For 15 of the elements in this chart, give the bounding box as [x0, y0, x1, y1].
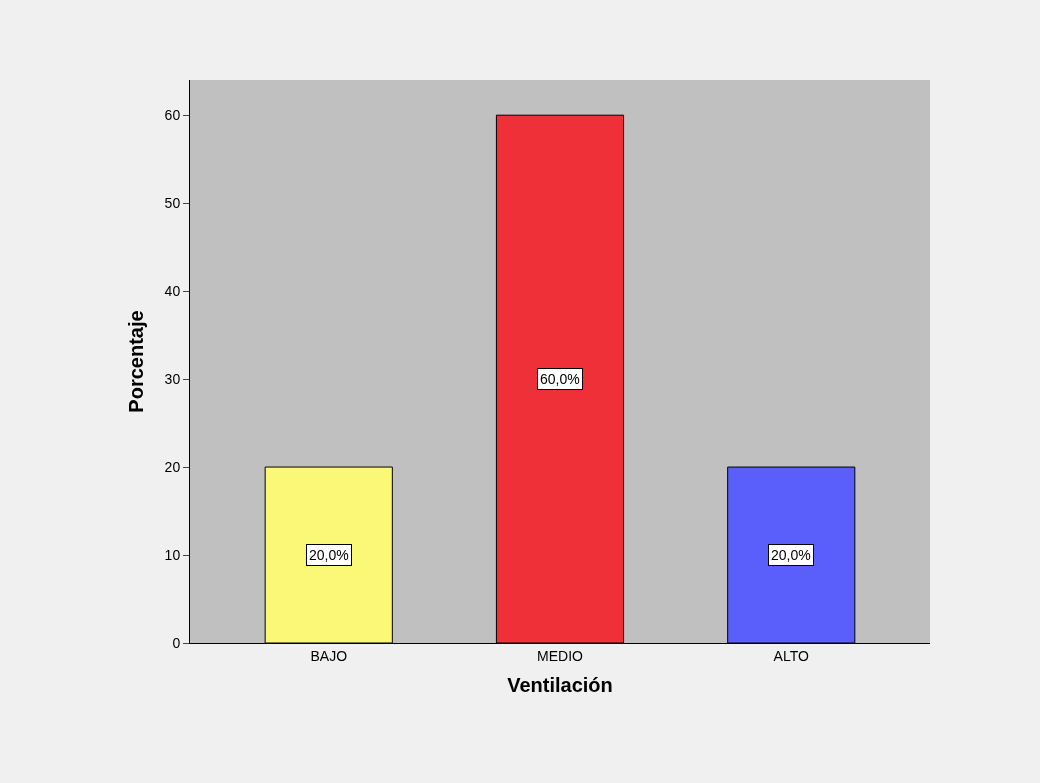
x-axis-title: Ventilación — [507, 674, 613, 697]
y-axis-title: Porcentaje — [125, 310, 148, 413]
y-tick-label: 10 — [164, 546, 181, 563]
data-label: 60,0% — [540, 371, 580, 387]
y-tick-label: 40 — [164, 283, 181, 300]
data-label: 20,0% — [771, 547, 811, 563]
x-tick-label: BAJO — [310, 647, 348, 664]
x-tick-label: MEDIO — [537, 647, 584, 664]
data-label: 20,0% — [309, 547, 349, 563]
y-tick-label: 30 — [164, 370, 181, 387]
y-tick-label: 20 — [164, 458, 181, 475]
y-tick-label: 50 — [164, 195, 181, 212]
y-tick-label: 0 — [172, 634, 181, 651]
x-tick-label: ALTO — [773, 647, 809, 664]
y-tick-label: 60 — [164, 107, 181, 124]
